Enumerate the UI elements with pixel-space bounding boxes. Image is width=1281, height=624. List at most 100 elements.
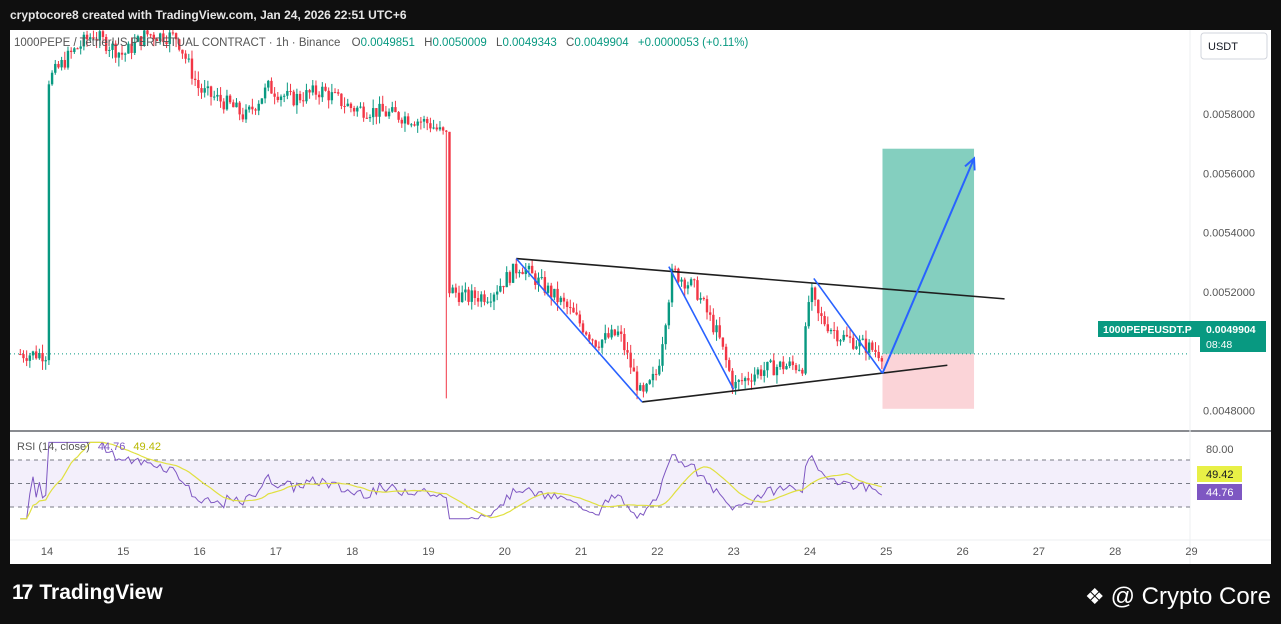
- candle-body: [435, 127, 438, 130]
- candle-body: [333, 92, 337, 94]
- currency-button[interactable]: USDT: [1200, 32, 1268, 60]
- candle-body: [562, 297, 566, 302]
- chart-canvas[interactable]: 0.0058000 0.0056000 0.0054000 0.0052000 0.00…: [10, 22, 1271, 564]
- candle-body: [400, 119, 403, 124]
- candle-body: [527, 265, 531, 270]
- candle-body: [836, 330, 839, 342]
- chart-frame[interactable]: 0.0058000 0.0056000 0.0054000 0.0052000 0.00…: [10, 22, 1271, 564]
- candle-body: [766, 361, 769, 371]
- candle-body: [260, 98, 264, 104]
- x-tick-label: 22: [651, 546, 663, 558]
- svg-text:1000PEPE / TetherUS PERPETUAL: 1000PEPE / TetherUS PERPETUAL CONTRACT ·…: [14, 37, 748, 49]
- candle-body: [120, 52, 124, 55]
- candle-body: [607, 333, 610, 338]
- candle-body: [483, 294, 486, 303]
- swing-leg-line: [813, 277, 884, 374]
- candle-body: [124, 53, 127, 55]
- candle-body: [273, 93, 276, 97]
- candle-body: [842, 334, 845, 341]
- candle-body: [22, 354, 25, 359]
- y-tick-label: 0.0056000: [1203, 168, 1255, 180]
- x-tick-label: 14: [41, 546, 53, 558]
- crypto-core-text: @ Crypto Core: [1110, 583, 1271, 610]
- candle-body: [715, 325, 718, 333]
- candle-body: [416, 121, 419, 126]
- candle-body: [63, 59, 67, 68]
- candle-body: [178, 39, 181, 50]
- x-tick-label: 27: [1033, 546, 1045, 558]
- tradingview-logo-icon: 17: [12, 581, 33, 604]
- candle-body: [686, 285, 690, 289]
- candle-body: [441, 127, 445, 131]
- candle-body: [877, 351, 880, 359]
- x-tick-label: 17: [270, 546, 282, 558]
- candle-body: [540, 277, 543, 279]
- swing-leg-line: [668, 266, 735, 390]
- candle-body: [241, 114, 245, 120]
- candle-body: [454, 287, 458, 293]
- candle-body: [448, 131, 451, 294]
- candle-body: [41, 353, 44, 362]
- candle-body: [57, 63, 60, 68]
- rsi-value: 44.76: [98, 441, 126, 453]
- candle-body: [317, 94, 321, 98]
- candle-body: [136, 36, 140, 42]
- currency-button-label[interactable]: USDT: [1208, 41, 1238, 53]
- price-tag-price: 0.0049904: [1206, 324, 1256, 336]
- candle-body: [737, 380, 740, 382]
- x-tick-label: 20: [499, 546, 511, 558]
- tradingview-logo[interactable]: 17 TradingView: [12, 581, 163, 605]
- candle-body: [451, 287, 454, 294]
- candle-body: [384, 111, 388, 117]
- candle-body: [616, 331, 620, 336]
- candle-body: [648, 380, 651, 384]
- candle-body: [47, 84, 51, 361]
- candle-body: [391, 107, 394, 112]
- candle-body: [788, 361, 791, 367]
- candle-body: [82, 34, 86, 47]
- candle-body: [92, 37, 95, 39]
- candle-body: [54, 63, 57, 73]
- candle-body: [785, 366, 788, 370]
- candle-body: [19, 353, 22, 355]
- candle-body: [406, 116, 410, 125]
- candle-body: [282, 95, 286, 97]
- candle-body: [772, 360, 775, 376]
- candle-body: [422, 118, 426, 122]
- candle-body: [852, 337, 855, 349]
- candle-body: [782, 361, 785, 370]
- candle-body: [810, 287, 814, 303]
- candle-body: [505, 272, 508, 288]
- candle-body: [588, 334, 591, 340]
- candle-body: [327, 90, 330, 101]
- legend-open-label: O: [352, 37, 361, 49]
- candle-body: [219, 94, 222, 102]
- candle-body: [117, 52, 121, 58]
- candle-body: [235, 102, 238, 108]
- candle-body: [610, 329, 613, 338]
- candle-body: [174, 33, 178, 40]
- candle-body: [489, 301, 493, 303]
- candle-body: [104, 36, 108, 51]
- candle-body: [486, 301, 489, 303]
- candle-body: [295, 93, 299, 106]
- candle-body: [807, 302, 810, 327]
- candle-body: [76, 48, 79, 50]
- candle-body: [794, 365, 798, 371]
- candle-body: [530, 265, 534, 274]
- candle-body: [305, 90, 308, 102]
- candle-body: [111, 43, 114, 50]
- candle-body: [66, 50, 70, 68]
- candle-body: [143, 30, 146, 46]
- forecast-arrow-line: [881, 158, 975, 374]
- candle-body: [623, 333, 626, 351]
- candle-body: [470, 290, 473, 302]
- x-tick-label: 24: [804, 546, 816, 558]
- triangle-lower-trendline: [642, 364, 948, 403]
- candle-body: [257, 103, 260, 111]
- candle-body: [432, 127, 435, 129]
- candle-body: [508, 272, 512, 283]
- candle-body: [139, 36, 143, 46]
- candle-body: [193, 78, 197, 81]
- candle-body: [464, 289, 467, 293]
